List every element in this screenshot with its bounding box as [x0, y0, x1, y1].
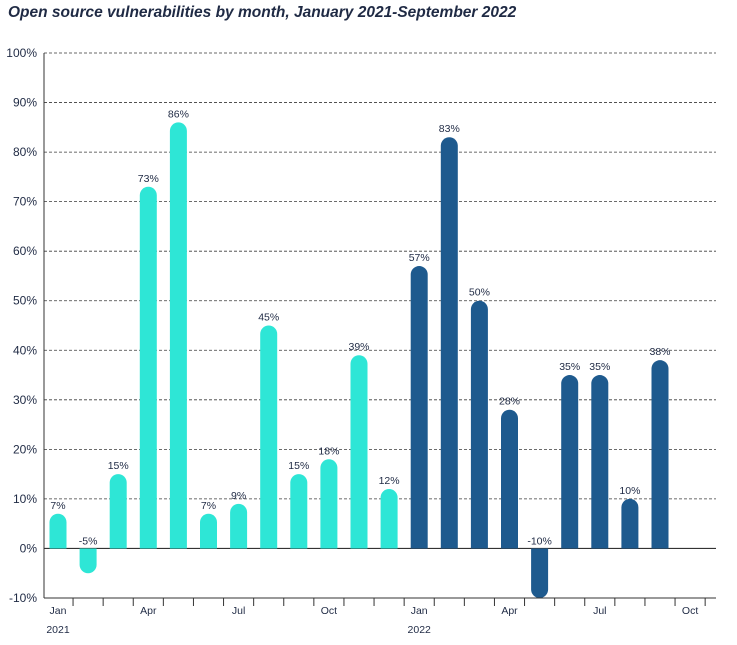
y-tick-label: 80%: [13, 145, 37, 159]
x-tick-label: Apr: [140, 605, 157, 617]
x-tick-label: Oct: [682, 605, 698, 617]
bar-jun-2021: [200, 513, 217, 549]
data-label: 45%: [258, 312, 279, 324]
y-tick-label: 0%: [20, 541, 38, 555]
data-label: 50%: [469, 287, 490, 299]
y-tick-label: 30%: [13, 393, 37, 407]
data-label: 73%: [138, 173, 159, 185]
y-tick-label: 40%: [13, 343, 37, 357]
y-tick-label: 70%: [13, 195, 37, 209]
data-label: 18%: [318, 445, 339, 457]
y-tick-label: 60%: [13, 244, 37, 258]
data-label: 28%: [499, 396, 520, 408]
bar-sep-2022: [651, 360, 669, 549]
x-axis: Jan Apr Jul Oct Jan Apr Jul Oct 2021 2022: [44, 597, 716, 636]
y-tick-label: -10%: [9, 591, 37, 605]
data-label: 83%: [439, 123, 460, 135]
data-label: 9%: [231, 490, 246, 502]
bar-feb-2022: [440, 137, 458, 549]
data-label: 86%: [168, 108, 189, 120]
y-tick-label: 90%: [13, 96, 37, 110]
data-label: 15%: [288, 460, 309, 472]
data-label: 57%: [409, 252, 430, 264]
y-tick-label: 50%: [13, 294, 37, 308]
bar-may-2022: [531, 548, 549, 598]
data-label: 39%: [348, 341, 369, 353]
bars: [49, 122, 669, 598]
year-label: 2021: [46, 624, 70, 636]
bar-jan-2022: [410, 266, 428, 549]
data-labels: 7% -5% 15% 73% 86% 7% 9% 45% 15% 18% 39% 12% 57% 83% 5…: [50, 108, 670, 547]
data-label: 38%: [649, 346, 670, 358]
data-label: -5%: [79, 535, 98, 547]
bar-jul-2021: [230, 503, 248, 549]
data-label: 7%: [201, 500, 216, 512]
bar-feb-2021: [79, 548, 97, 574]
bar-jul-2022: [591, 375, 609, 549]
x-tick-label: Jul: [593, 605, 606, 617]
y-tick-label: 10%: [13, 492, 37, 506]
bar-sep-2021: [290, 474, 308, 549]
bar-oct-2021: [320, 459, 338, 549]
y-axis-ticks: -10% 0% 10% 20% 30% 40% 50% 60% 70% 80% 90% 100%: [6, 46, 37, 605]
x-tick-label: Oct: [321, 605, 337, 617]
year-label: 2022: [408, 624, 432, 636]
bar-mar-2022: [470, 300, 488, 549]
data-label: 35%: [589, 361, 610, 373]
data-label: 7%: [50, 500, 65, 512]
data-label: 15%: [108, 460, 129, 472]
y-tick-label: 100%: [6, 46, 37, 60]
x-tick-label: Jan: [411, 605, 428, 617]
x-tick-label: Jan: [50, 605, 67, 617]
data-label: 35%: [559, 361, 580, 373]
data-label: -10%: [527, 535, 552, 547]
bar-dec-2021: [380, 489, 398, 549]
y-tick-label: 20%: [13, 442, 37, 456]
chart-title: Open source vulnerabilities by month, Ja…: [8, 4, 517, 21]
bar-apr-2021: [139, 186, 157, 549]
data-label: 12%: [379, 475, 400, 487]
x-tick-label: Apr: [501, 605, 518, 617]
bar-aug-2022: [621, 498, 639, 549]
bar-jun-2022: [561, 375, 579, 549]
bar-may-2021: [169, 122, 187, 549]
bar-apr-2022: [501, 409, 518, 549]
bar-nov-2021: [350, 355, 368, 549]
bar-aug-2021: [260, 325, 278, 549]
x-tick-label: Jul: [232, 605, 245, 617]
data-label: 10%: [619, 485, 640, 497]
bar-jan-2021: [49, 513, 67, 549]
bar-mar-2021: [109, 474, 127, 549]
